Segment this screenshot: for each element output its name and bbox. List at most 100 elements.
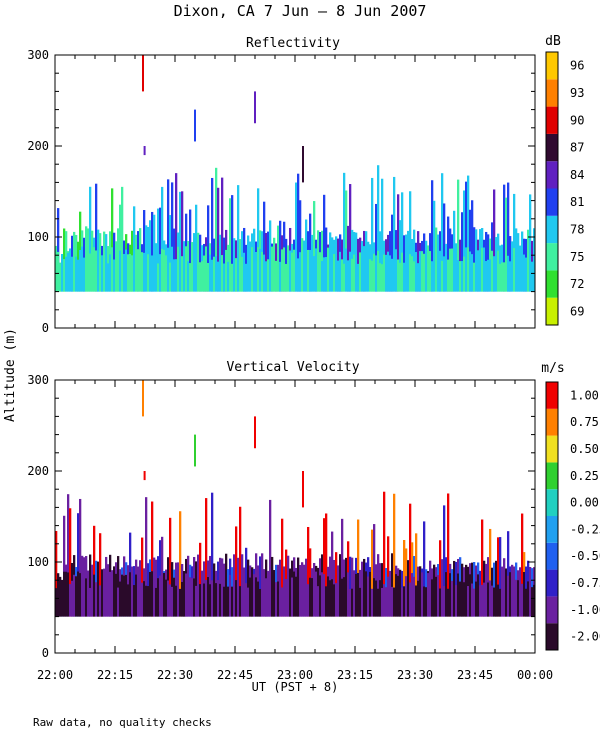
heatmap-column [215,167,218,292]
heatmap-band [101,255,104,292]
heatmap-band [141,582,144,617]
heatmap-column [55,530,58,617]
heatmap-column [379,231,382,292]
heatmap-band [249,577,252,617]
heatmap-band [117,258,120,292]
heatmap-column [349,184,352,292]
heatmap-band [257,581,260,617]
heatmap-band [307,249,310,292]
figure-title: Dixon, CA 7 Jun – 8 Jun 2007 [174,2,427,20]
heatmap-band [125,249,128,292]
heatmap-column [375,203,378,292]
heatmap-band [459,581,462,617]
heatmap-column [387,536,390,617]
heatmap-band [299,577,302,617]
heatmap-band [257,247,260,292]
heatmap-column [465,181,468,292]
heatmap-band [411,256,414,292]
colorbar-swatch [546,462,558,490]
heatmap-band [59,262,62,292]
velocity-colorbar-units: m/s [541,361,564,376]
heatmap-band [119,581,122,617]
heatmap-band [325,257,328,292]
colorbar-label: -0.25 [570,522,600,536]
heatmap-band [533,584,536,617]
heatmap-band [199,262,202,292]
heatmap-band [433,250,436,292]
heatmap-column [237,185,240,292]
heatmap-band [261,251,264,292]
heatmap-band [335,583,338,617]
heatmap-band [305,572,308,617]
heatmap-column [479,229,482,292]
heatmap-band [63,259,66,292]
heatmap-band [397,575,400,617]
heatmap-band [203,255,206,292]
heatmap-column [153,557,156,617]
heatmap-band [253,250,256,292]
heatmap-band [145,585,148,617]
heatmap-band [513,579,516,617]
y-tick-label: 0 [42,321,49,335]
heatmap-band [233,579,236,617]
heatmap-band [191,578,194,617]
heatmap-band [303,260,306,292]
heatmap-column [279,220,282,292]
heatmap-band [339,585,342,617]
heatmap-column [175,173,178,292]
heatmap-band [193,261,196,292]
heatmap-band [413,576,416,617]
velocity-y-ticks: 0 100 200 300 [27,373,535,660]
heatmap-band [247,252,250,292]
heatmap-band [293,571,296,617]
heatmap-band [205,579,208,617]
heatmap-band [57,251,60,292]
heatmap-band [469,251,472,292]
heatmap-streak [143,471,146,481]
heatmap-column [151,501,154,617]
heatmap-band [121,256,124,292]
x-axis-label: UT (PST + 8) [252,680,339,694]
heatmap-column [443,505,446,617]
heatmap-band [65,256,68,292]
heatmap-column [433,200,436,292]
heatmap-column [57,208,60,292]
heatmap-band [341,259,344,292]
heatmap-band [81,585,84,617]
heatmap-band [143,581,146,617]
heatmap-band [155,587,158,617]
heatmap-band [413,261,416,292]
heatmap-band [335,250,338,292]
heatmap-band [315,571,318,617]
heatmap-band [495,587,498,617]
velocity-colorbar: -2.00 -1.00 -0.75 -0.50 -0.25 0.00 0.25 0.50 0.7… [545,381,600,651]
heatmap-band [281,249,284,292]
heatmap-band [225,586,228,617]
heatmap-band [177,585,180,617]
heatmap-column [305,219,308,292]
heatmap-band [389,588,392,617]
heatmap-band [367,576,370,617]
heatmap-band [387,251,390,292]
heatmap-band [183,256,186,292]
heatmap-band [107,579,110,617]
heatmap-band [149,571,152,617]
heatmap-band [75,256,78,292]
heatmap-band [371,260,374,292]
heatmap-band [327,576,330,617]
heatmap-band [163,572,166,617]
heatmap-column [297,173,300,292]
heatmap-band [465,587,468,617]
heatmap-column [157,208,160,292]
heatmap-band [161,248,164,292]
heatmap-band [473,262,476,292]
heatmap-band [95,250,98,292]
heatmap-band [105,572,108,617]
heatmap-band [173,259,176,292]
heatmap-band [79,250,82,292]
heatmap-band [385,254,388,292]
heatmap-band [131,255,134,292]
heatmap-band [279,585,282,617]
heatmap-band [55,250,58,292]
